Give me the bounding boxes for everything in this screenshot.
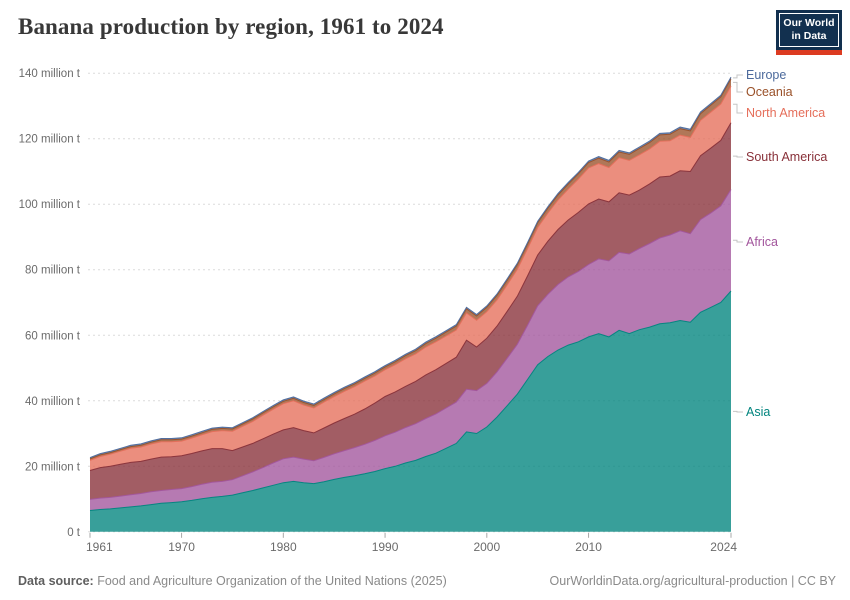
x-axis-label: 1980 <box>270 540 297 554</box>
area-africa[interactable] <box>90 189 731 511</box>
line-europe <box>89 76 732 459</box>
y-axis-label: 120 million t <box>19 134 81 146</box>
area-asia[interactable] <box>90 291 731 532</box>
data-source-note: Data source: Food and Agriculture Organi… <box>18 574 447 588</box>
legend-label-africa[interactable]: Africa <box>746 235 778 249</box>
legend-connector-oceania <box>733 81 743 93</box>
legend-connector-south-america <box>733 155 743 158</box>
owid-logo-line2: in Data <box>791 30 827 42</box>
line-africa <box>89 189 732 500</box>
y-axis-label: 40 million t <box>25 396 81 408</box>
y-axis-label: 60 million t <box>25 330 81 342</box>
legend-label-north-america[interactable]: North America <box>746 106 825 120</box>
line-south-america <box>89 122 732 471</box>
footer-link[interactable]: OurWorldinData.org/agricultural-producti… <box>549 574 836 588</box>
area-south-america[interactable] <box>90 122 731 500</box>
data-source-label: Data source: <box>18 574 94 588</box>
x-axis-label: 1990 <box>372 540 399 554</box>
data-source-text: Food and Agriculture Organization of the… <box>97 574 447 588</box>
legend-connector-north-america <box>733 103 743 114</box>
x-axis-label: 1970 <box>168 540 195 554</box>
legend-label-oceania[interactable]: Oceania <box>746 85 793 99</box>
legend-label-europe[interactable]: Europe <box>746 68 786 82</box>
owid-logo-line1: Our World <box>783 17 835 30</box>
x-axis-label: 1961 <box>86 540 113 554</box>
legend-connector-africa <box>733 239 743 243</box>
x-axis-label: 2024 <box>710 540 737 554</box>
line-asia <box>89 290 732 511</box>
x-axis-label: 2000 <box>473 540 500 554</box>
line-oceania <box>89 78 732 460</box>
page-title: Banana production by region, 1961 to 202… <box>18 14 444 39</box>
owid-logo-redbar <box>776 50 842 55</box>
y-axis-label: 80 million t <box>25 265 81 277</box>
owid-logo[interactable]: Our World in Data <box>776 10 842 55</box>
y-axis-label: 20 million t <box>25 461 81 473</box>
legend-connector-europe <box>733 74 743 79</box>
legend-label-asia[interactable]: Asia <box>746 405 770 419</box>
chart-footer: Data source: Food and Agriculture Organi… <box>18 574 836 588</box>
y-axis-label: 100 million t <box>19 199 81 211</box>
legend-connector-asia <box>733 410 743 413</box>
y-axis-label: 140 million t <box>19 68 81 80</box>
owid-logo-box: Our World in Data <box>779 13 839 47</box>
legend-label-south-america[interactable]: South America <box>746 150 827 164</box>
x-axis-label: 2010 <box>575 540 602 554</box>
y-axis-label: 0 t <box>67 527 81 539</box>
line-north-america <box>89 85 732 461</box>
